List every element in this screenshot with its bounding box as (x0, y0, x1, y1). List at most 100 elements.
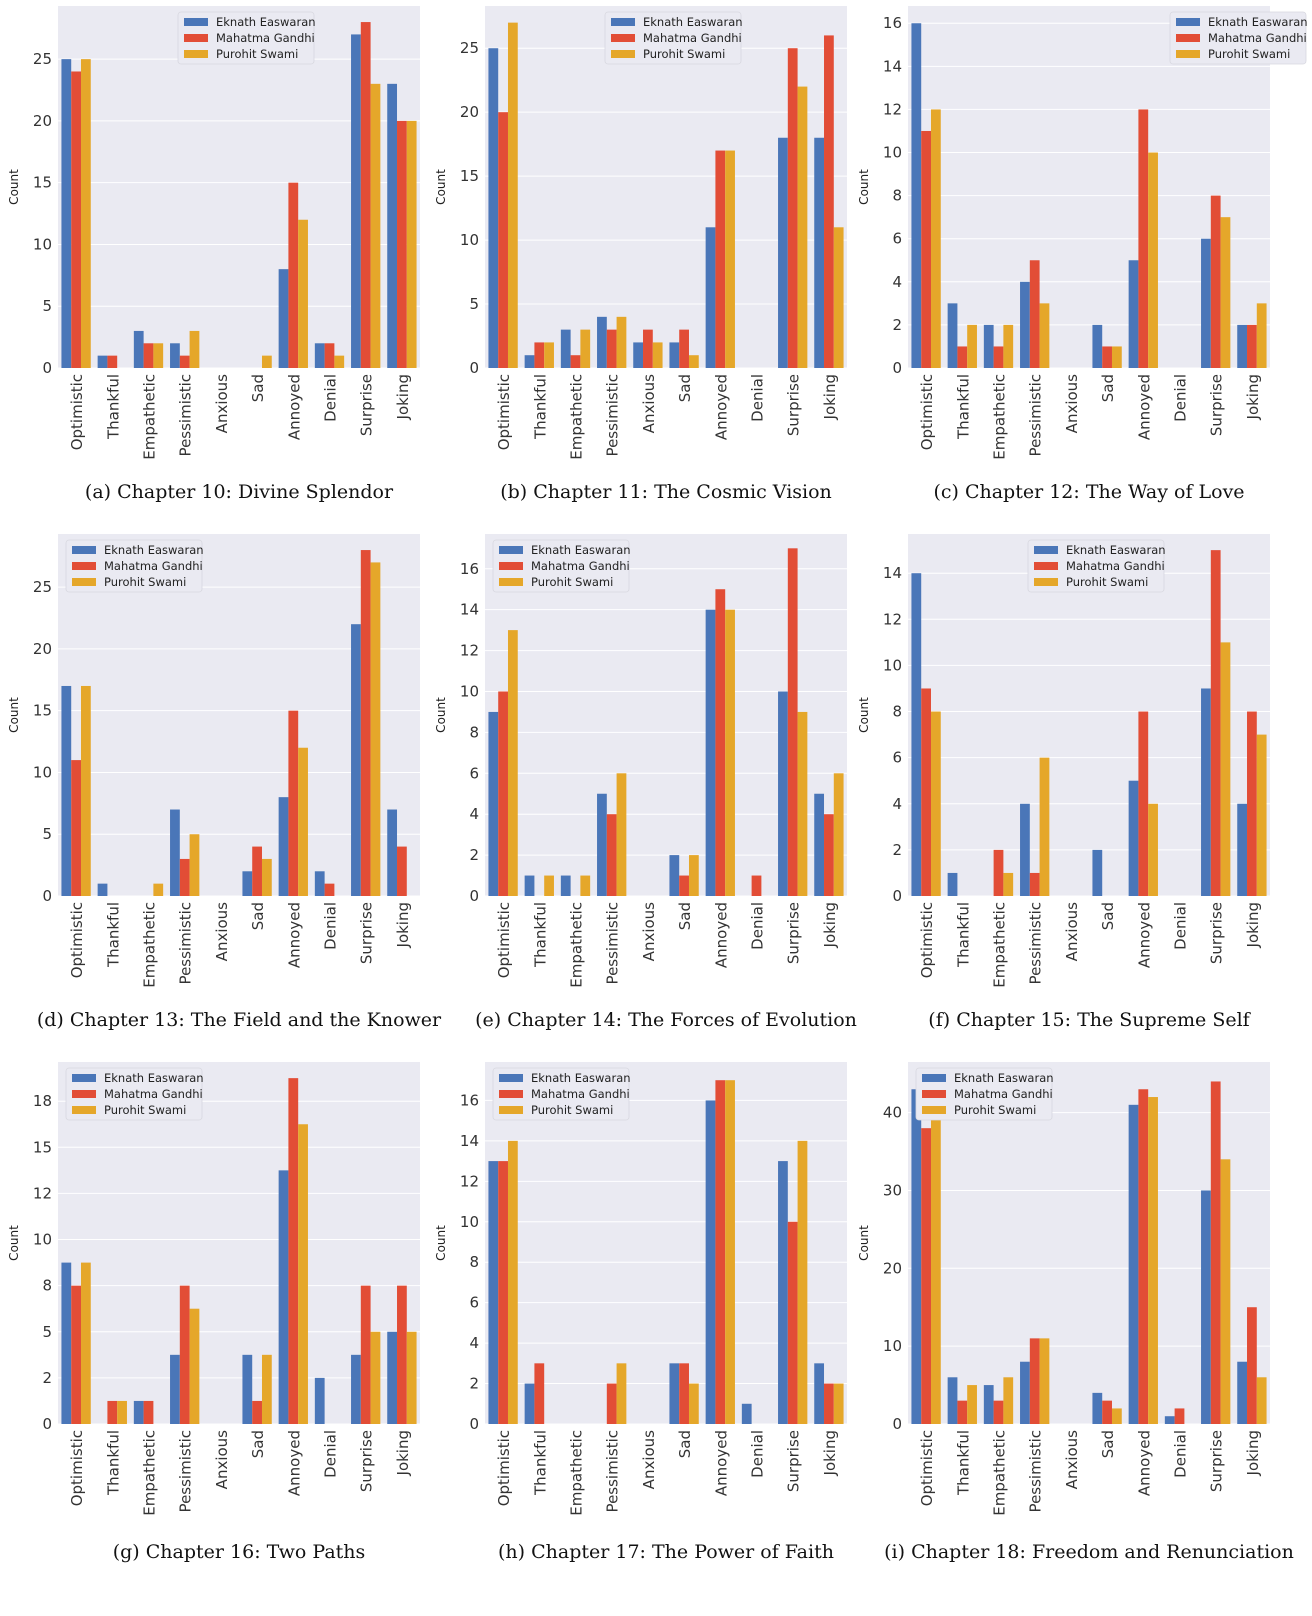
x-tick-label: Optimistic (918, 902, 936, 978)
legend-swatch (1034, 546, 1058, 554)
y-tick-label: 6 (892, 749, 902, 767)
y-tick-label: 14 (460, 601, 479, 619)
bar (189, 1308, 200, 1424)
x-tick-label: Thankful (954, 374, 972, 440)
y-tick-label: 6 (892, 230, 902, 248)
bar (1174, 1408, 1185, 1424)
bar (117, 1400, 127, 1424)
bar (1247, 324, 1257, 368)
x-tick-label: Denial (322, 1430, 340, 1478)
y-tick-label: 2 (469, 846, 479, 864)
legend-swatch (499, 578, 523, 586)
y-tick-label: 16 (883, 14, 902, 32)
bar (778, 1161, 788, 1424)
x-tick-label: Surprise (785, 1430, 803, 1492)
bar (1201, 688, 1211, 896)
bar (1237, 1361, 1248, 1424)
y-axis-label: Count (434, 697, 448, 733)
bar (1128, 780, 1139, 896)
bar (387, 83, 398, 368)
bar (189, 330, 200, 368)
x-tick-label: Joking (1244, 902, 1262, 948)
panel-caption: (d) Chapter 13: The Field and the Knower (36, 1009, 442, 1031)
panel-caption: (b) Chapter 11: The Cosmic Vision (500, 481, 832, 503)
bar (488, 48, 499, 369)
y-tick-label: 5 (42, 1323, 52, 1341)
x-tick-label: Annoyed (1135, 374, 1153, 440)
bar (133, 1400, 144, 1424)
y-tick-label: 30 (883, 1181, 902, 1199)
legend: Eknath Easwaran Mahatma Gandhi Purohit Swa… (65, 539, 204, 593)
legend-swatch (184, 34, 208, 42)
x-tick-label: Anxious (640, 1430, 658, 1489)
x-tick-label: Surprise (358, 1430, 376, 1492)
x-tick-label: Annoyed (712, 374, 730, 440)
bar (107, 1400, 118, 1424)
x-tick-label: Thankful (531, 374, 549, 440)
x-tick-label: Empathetic (141, 1430, 159, 1516)
bar (957, 346, 968, 368)
bar (324, 883, 335, 896)
y-tick-label: 6 (469, 764, 479, 782)
x-tick-label: Pessimistic (1027, 1430, 1045, 1512)
bar (652, 342, 663, 368)
y-tick-label: 0 (892, 887, 902, 905)
bar (921, 1128, 931, 1424)
bar (133, 330, 144, 368)
bar (833, 227, 844, 368)
y-tick-label: 15 (33, 702, 52, 720)
bar (705, 609, 716, 896)
bar (597, 793, 607, 896)
x-tick-label: Thankful (954, 1430, 972, 1496)
y-axis-label: Count (7, 1225, 21, 1261)
bar (814, 137, 825, 368)
bar (288, 710, 299, 896)
bar (278, 797, 289, 896)
x-tick-label: Empathetic (141, 902, 159, 988)
y-tick-label: 12 (883, 100, 902, 118)
legend-label: Eknath Easwaran (531, 543, 631, 557)
bar (1039, 757, 1050, 896)
x-tick-label: Pessimistic (1027, 374, 1045, 456)
x-tick-label: Denial (749, 902, 767, 950)
legend: Eknath Easwaran Mahatma Gandhi Purohit Swa… (177, 11, 316, 65)
bar (1256, 303, 1267, 368)
bar (1029, 260, 1040, 368)
bar (370, 83, 381, 368)
panel-caption: (g) Chapter 16: Two Paths (112, 1541, 366, 1563)
y-tick-label: 16 (460, 560, 479, 578)
bar (261, 355, 272, 368)
x-tick-label: Sad (676, 1430, 694, 1458)
bar (61, 685, 72, 896)
bar (1148, 1097, 1158, 1424)
legend-label: Purohit Swami (954, 1103, 1036, 1117)
bar (1237, 803, 1248, 896)
x-tick-label: Pessimistic (604, 1430, 622, 1512)
x-tick-label: Joking (1244, 1430, 1262, 1476)
x-tick-label: Empathetic (991, 902, 1009, 988)
bar (153, 883, 164, 896)
bar (1092, 1392, 1103, 1424)
bar (597, 316, 607, 368)
bar (725, 609, 735, 896)
x-tick-label: Denial (322, 902, 340, 950)
x-tick-label: Optimistic (495, 374, 513, 450)
bar (824, 35, 834, 368)
bar (715, 1080, 726, 1424)
bar (498, 691, 508, 896)
bar (170, 1354, 180, 1424)
bar (1220, 217, 1231, 368)
bar (669, 1363, 680, 1424)
x-tick-label: Anxious (1063, 374, 1081, 433)
y-tick-label: 12 (460, 1172, 479, 1190)
y-tick-label: 0 (42, 1415, 52, 1433)
y-tick-label: 6 (469, 1294, 479, 1312)
y-tick-label: 2 (42, 1369, 52, 1387)
y-tick-label: 0 (469, 887, 479, 905)
y-tick-label: 10 (33, 763, 52, 781)
bar (507, 22, 518, 369)
x-tick-label: Sad (676, 902, 694, 930)
bar (406, 1331, 417, 1424)
